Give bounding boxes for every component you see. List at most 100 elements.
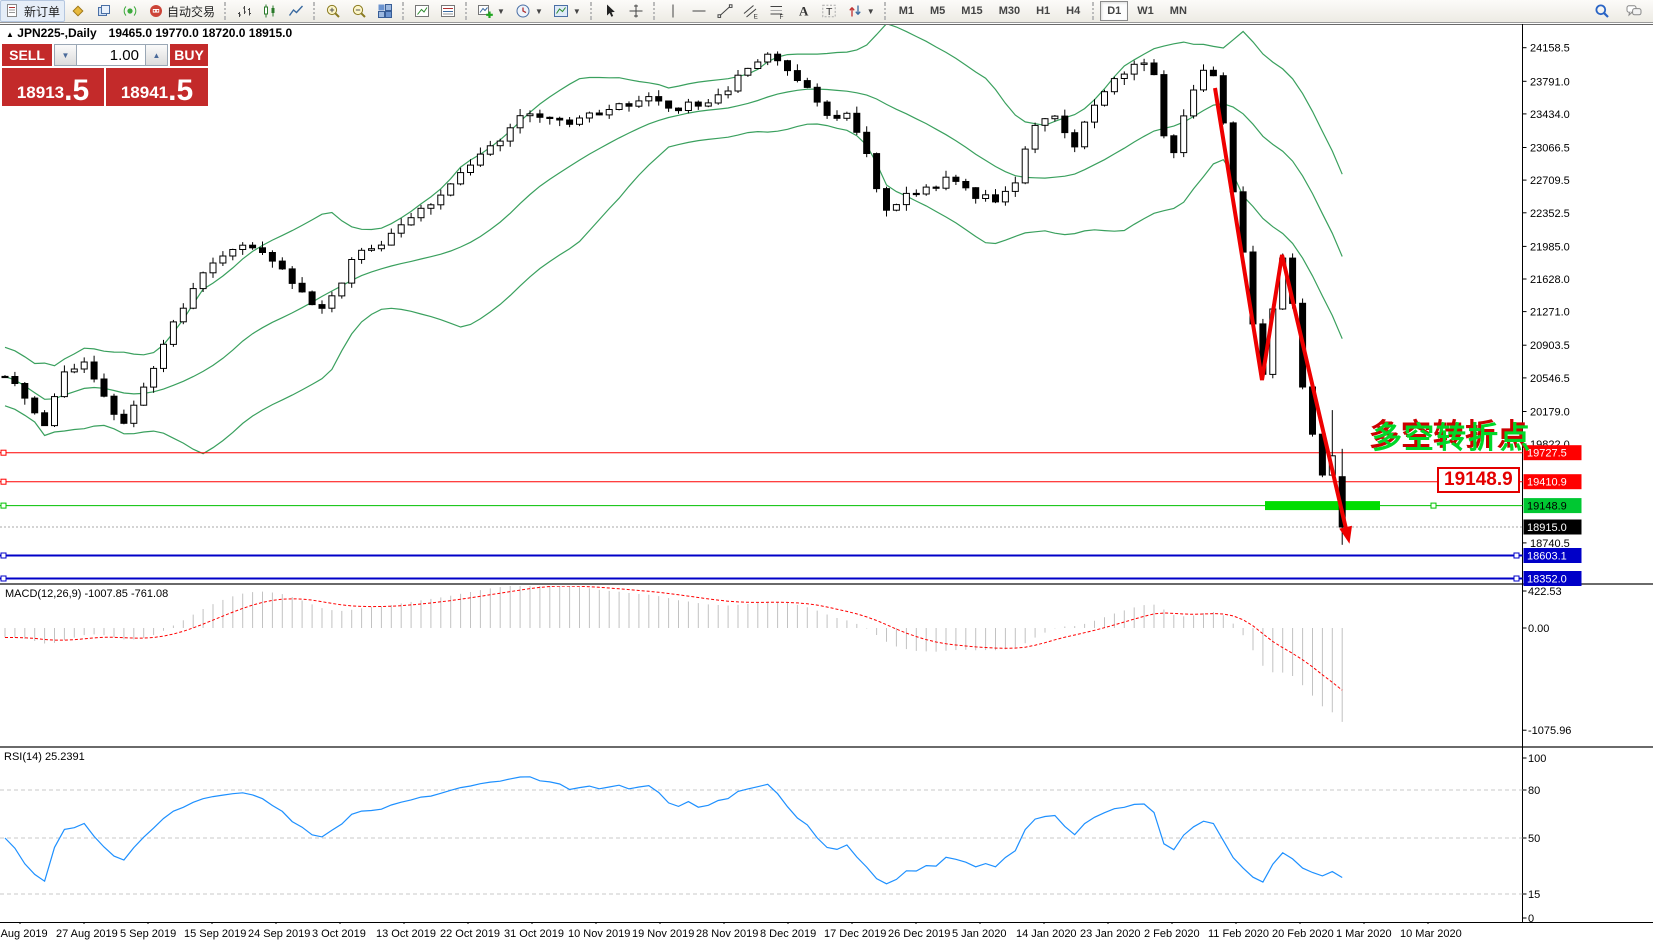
tile-windows-icon[interactable] — [372, 0, 398, 22]
candlestick-series — [1, 51, 1346, 545]
vertical-line-icon[interactable] — [660, 0, 686, 22]
date-label: 22 Oct 2019 — [440, 928, 500, 940]
arrows-icon-glyph — [849, 5, 861, 17]
buy-button[interactable]: BUY — [168, 44, 208, 66]
timeframe-d1-button[interactable]: D1 — [1100, 1, 1129, 21]
date-label: 20 Feb 2020 — [1272, 928, 1334, 940]
text-label-icon[interactable]: T — [816, 0, 842, 22]
svg-text:F: F — [779, 14, 783, 19]
chart-canvas[interactable]: 24158.5 23791.0 23434.0 23066.5 22709.5 22352… — [0, 22, 1653, 924]
chart-annotation-text[interactable]: 多空转折点 — [1372, 422, 1532, 455]
chat-icon[interactable] — [1621, 0, 1647, 22]
volume-increase-button[interactable]: ▲ — [145, 44, 168, 66]
level-handle[interactable] — [0, 449, 7, 456]
indicators-icon[interactable] — [409, 0, 435, 22]
toolbar-separator — [462, 2, 472, 20]
candlestick-chart-icon[interactable] — [257, 0, 283, 22]
crosshair-icon[interactable] — [623, 0, 649, 22]
profiles-icon[interactable] — [91, 0, 117, 22]
svg-text:80: 80 — [1528, 785, 1540, 797]
level-handle[interactable] — [1513, 575, 1520, 582]
level-handle[interactable] — [0, 502, 7, 509]
toolbar-group: 新订单 自动交易 — [0, 0, 220, 22]
volume-decrease-button[interactable]: ▼ — [54, 44, 77, 66]
price-level-lines — [0, 449, 1523, 582]
new-order-button-glyph — [7, 4, 17, 17]
svg-text:0: 0 — [1528, 913, 1534, 924]
price-axis[interactable]: 24158.5 23791.0 23434.0 23066.5 22709.5 22352… — [1522, 43, 1582, 924]
text-icon[interactable]: A — [790, 0, 816, 22]
price-callout-label[interactable]: 19148.9 — [1437, 467, 1520, 493]
level-handle[interactable] — [0, 575, 7, 582]
sell-price-int: 18913 — [16, 83, 65, 102]
svg-text:E: E — [753, 14, 758, 20]
time-axis-ticks — [19, 923, 1429, 924]
timeframe-m15-button[interactable]: M15 — [961, 5, 983, 17]
dropdown-arrow-icon: ▼ — [534, 6, 543, 16]
search-icon-glyph — [1595, 4, 1609, 18]
svg-text:18740.5: 18740.5 — [1530, 538, 1570, 550]
date-label: 23 Jan 2020 — [1080, 928, 1141, 940]
auto-trading-button-glyph — [150, 5, 163, 17]
period-button-glyph — [516, 4, 530, 18]
timeframe-mn-button[interactable]: MN — [1169, 5, 1187, 17]
timeframe-m1-button[interactable]: M1 — [898, 5, 914, 17]
horizontal-line-icon[interactable] — [686, 0, 712, 22]
toolbar-separator — [1089, 2, 1099, 20]
fibonacci-icon[interactable]: F — [764, 0, 790, 22]
svg-text:50: 50 — [1528, 833, 1540, 845]
zoom-out-icon[interactable] — [346, 0, 372, 22]
dropdown-arrow-icon: ▼ — [497, 6, 505, 16]
indicator-list-icon[interactable] — [435, 0, 461, 22]
bar-chart-icon[interactable] — [231, 0, 257, 22]
level-handle[interactable] — [1513, 552, 1520, 559]
trendline-icon-glyph — [717, 4, 733, 18]
trendline-icon[interactable] — [712, 0, 738, 22]
level-handle[interactable] — [0, 478, 7, 485]
arrows-icon[interactable]: ▼ — [842, 0, 880, 22]
sell-price-button[interactable]: 18913 .5 — [2, 68, 104, 106]
toolbar-group: M1 M5 M15 M30 H1 H4 — [891, 0, 1089, 22]
timeframe-m30-button[interactable]: M30 — [998, 5, 1021, 17]
chat-icon-glyph — [1626, 5, 1642, 17]
date-label: 28 Nov 2019 — [696, 928, 759, 940]
new-chart-button[interactable]: ▼ — [472, 0, 510, 22]
profiles-icon-glyph — [98, 5, 111, 16]
timeframe-w1-button[interactable]: W1 — [1137, 5, 1154, 17]
auto-trading-button[interactable]: 自动交易 — [143, 0, 220, 22]
buy-price-button[interactable]: 18941 .5 — [106, 68, 208, 106]
signals-icon[interactable] — [117, 0, 143, 22]
crosshair-icon-glyph — [629, 4, 643, 18]
zoom-in-icon[interactable] — [320, 0, 346, 22]
svg-text:422.53: 422.53 — [1528, 586, 1562, 598]
timeframe-h4-button[interactable]: H4 — [1066, 5, 1081, 17]
trend-arrow[interactable] — [1213, 87, 1352, 544]
line-chart-icon[interactable] — [283, 0, 309, 22]
support-zone-rect[interactable] — [1265, 501, 1380, 511]
template-button[interactable]: ▼ — [548, 0, 586, 22]
level-handle[interactable] — [1430, 502, 1437, 509]
svg-text:24158.5: 24158.5 — [1530, 43, 1570, 55]
one-click-trading-panel: SELL ▼ ▲ BUY 18913 .5 18941 .5 — [2, 44, 208, 106]
volume-input[interactable] — [77, 44, 145, 66]
date-label: 15 Sep 2019 — [184, 928, 247, 940]
charts-gem-icon[interactable] — [65, 0, 91, 22]
svg-text:15: 15 — [1528, 889, 1540, 901]
cursor-icon[interactable] — [597, 0, 623, 22]
buy-price-int: 18941 — [120, 83, 169, 102]
new-order-button[interactable]: 新订单 — [0, 0, 66, 22]
equidistant-channel-icon[interactable]: E — [738, 0, 764, 22]
svg-text:-1075.96: -1075.96 — [1528, 725, 1571, 737]
search-icon[interactable] — [1589, 0, 1615, 22]
timeframe-h1-button[interactable]: H1 — [1036, 5, 1051, 17]
chart-ohlc-values: 19465.0 19770.0 18720.0 18915.0 — [108, 26, 293, 40]
level-handle[interactable] — [0, 552, 7, 559]
chart-title: ▲ JPN225-,Daily 19465.0 19770.0 18720.0 … — [6, 26, 292, 40]
vertical-line-icon-glyph — [672, 4, 674, 18]
timeframe-m5-button[interactable]: M5 — [930, 5, 946, 17]
sell-button[interactable]: SELL — [2, 44, 54, 66]
collapse-triangle-icon[interactable]: ▲ — [6, 30, 14, 39]
period-button[interactable]: ▼ — [510, 0, 548, 22]
